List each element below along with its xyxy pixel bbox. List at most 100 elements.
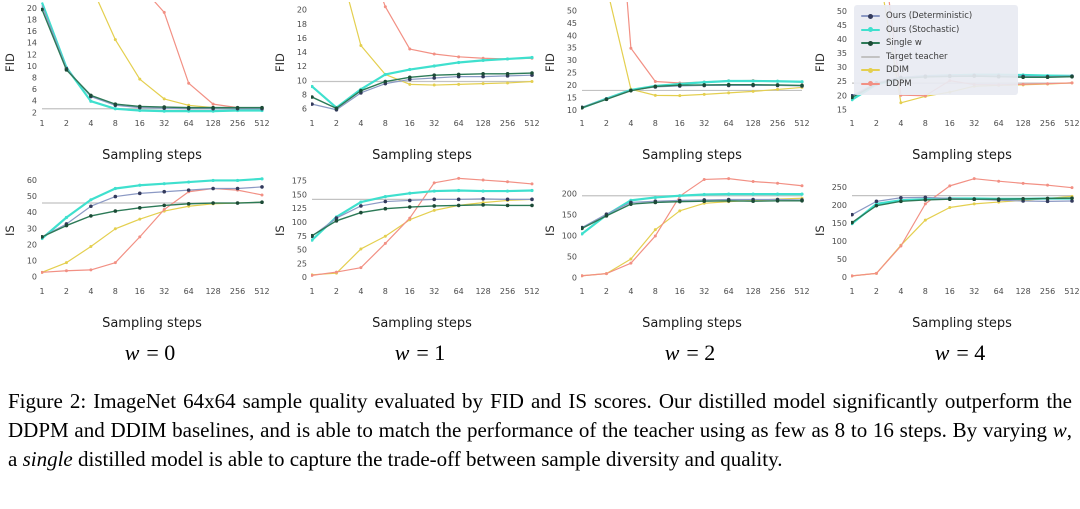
legend-item: Ours (Deterministic) bbox=[861, 11, 1011, 21]
svg-text:150: 150 bbox=[292, 190, 307, 199]
subplot-fid-w4: FID 15 20 25 30 35 40 45 50 1 2 4 8 16 32 64 128 256 512 … bbox=[810, 0, 1080, 168]
svg-text:100: 100 bbox=[292, 218, 307, 227]
svg-text:512: 512 bbox=[794, 287, 809, 296]
svg-text:4: 4 bbox=[898, 119, 903, 128]
y-axis-label: FID bbox=[3, 53, 17, 73]
svg-text:8: 8 bbox=[113, 287, 118, 296]
svg-text:512: 512 bbox=[254, 287, 269, 296]
svg-text:64: 64 bbox=[454, 119, 464, 128]
svg-text:512: 512 bbox=[1064, 119, 1079, 128]
svg-text:40: 40 bbox=[27, 208, 37, 217]
svg-text:16: 16 bbox=[135, 287, 145, 296]
legend-item: Target teacher bbox=[861, 52, 1011, 62]
svg-text:75: 75 bbox=[297, 232, 307, 241]
svg-text:8: 8 bbox=[32, 74, 37, 83]
svg-text:512: 512 bbox=[794, 119, 809, 128]
svg-text:100: 100 bbox=[562, 231, 577, 240]
svg-text:18: 18 bbox=[297, 20, 307, 29]
svg-text:2: 2 bbox=[64, 119, 69, 128]
svg-text:256: 256 bbox=[1040, 119, 1055, 128]
legend-label: Single w bbox=[886, 38, 922, 48]
svg-text:125: 125 bbox=[292, 204, 307, 213]
svg-text:14: 14 bbox=[27, 39, 37, 48]
svg-text:250: 250 bbox=[832, 183, 847, 192]
svg-text:2: 2 bbox=[32, 108, 37, 117]
svg-text:64: 64 bbox=[724, 119, 734, 128]
svg-text:175: 175 bbox=[292, 177, 307, 186]
svg-text:256: 256 bbox=[500, 287, 515, 296]
svg-text:64: 64 bbox=[454, 287, 464, 296]
svg-text:18: 18 bbox=[27, 15, 37, 24]
svg-text:30: 30 bbox=[567, 56, 577, 65]
svg-text:200: 200 bbox=[562, 190, 577, 199]
x-axis-label: Sampling steps bbox=[372, 316, 472, 331]
svg-text:8: 8 bbox=[923, 119, 928, 128]
svg-text:4: 4 bbox=[628, 119, 633, 128]
svg-text:200: 200 bbox=[832, 201, 847, 210]
svg-text:256: 256 bbox=[770, 287, 785, 296]
y-axis-label: FID bbox=[273, 53, 287, 73]
legend-label: DDPM bbox=[886, 78, 912, 89]
svg-text:15: 15 bbox=[567, 93, 577, 102]
svg-text:50: 50 bbox=[837, 255, 847, 264]
w-label-2: w = 2 bbox=[664, 340, 716, 365]
svg-text:16: 16 bbox=[945, 287, 955, 296]
svg-text:25: 25 bbox=[297, 259, 307, 268]
chart-fid-w2: 10 15 20 25 30 35 40 45 50 1 2 4 8 16 32 64 128 256 512 bbox=[567, 2, 810, 128]
svg-text:16: 16 bbox=[405, 119, 415, 128]
svg-text:128: 128 bbox=[205, 119, 220, 128]
svg-text:15: 15 bbox=[837, 105, 847, 114]
svg-text:32: 32 bbox=[429, 119, 439, 128]
legend-marker bbox=[868, 81, 873, 86]
svg-text:45: 45 bbox=[837, 21, 847, 30]
svg-text:10: 10 bbox=[27, 62, 37, 71]
legend-item: DDIM bbox=[861, 65, 1011, 75]
svg-text:8: 8 bbox=[113, 119, 118, 128]
y-axis-label: IS bbox=[813, 225, 827, 237]
svg-text:64: 64 bbox=[184, 119, 194, 128]
x-axis-label: Sampling steps bbox=[102, 148, 202, 163]
svg-text:12: 12 bbox=[297, 62, 307, 71]
svg-text:100: 100 bbox=[832, 237, 847, 246]
subplot-is-w2: IS 0 50 100 150 200 1 2 4 8 16 32 64 128 256 512 Sampl… bbox=[540, 168, 810, 336]
legend-label: Target teacher bbox=[886, 51, 948, 62]
svg-text:30: 30 bbox=[27, 224, 37, 233]
svg-text:30: 30 bbox=[837, 63, 847, 72]
svg-text:20: 20 bbox=[567, 81, 577, 90]
svg-text:16: 16 bbox=[27, 27, 37, 36]
legend-line-sample bbox=[861, 40, 880, 46]
svg-text:32: 32 bbox=[429, 287, 439, 296]
svg-text:256: 256 bbox=[230, 119, 245, 128]
svg-text:64: 64 bbox=[994, 119, 1004, 128]
svg-text:20: 20 bbox=[297, 6, 307, 15]
svg-text:0: 0 bbox=[572, 273, 577, 282]
svg-text:8: 8 bbox=[653, 119, 658, 128]
svg-text:1: 1 bbox=[39, 287, 44, 296]
svg-text:32: 32 bbox=[969, 119, 979, 128]
svg-text:0: 0 bbox=[842, 273, 847, 282]
svg-text:1: 1 bbox=[309, 119, 314, 128]
svg-text:150: 150 bbox=[562, 211, 577, 220]
svg-text:512: 512 bbox=[524, 287, 539, 296]
svg-text:2: 2 bbox=[64, 287, 69, 296]
svg-text:50: 50 bbox=[837, 7, 847, 16]
svg-text:10: 10 bbox=[297, 76, 307, 85]
svg-text:128: 128 bbox=[1015, 119, 1030, 128]
svg-text:2: 2 bbox=[874, 119, 879, 128]
svg-text:2: 2 bbox=[334, 119, 339, 128]
legend-line-sample bbox=[861, 27, 880, 32]
legend-label: Ours (Stochastic) bbox=[886, 24, 960, 35]
subplot-fid-w0: FID 2 4 6 8 10 12 14 16 18 20 1 2 4 8 16 32 64 128 256 512 … bbox=[0, 0, 270, 168]
legend-label: DDIM bbox=[886, 65, 909, 75]
svg-text:8: 8 bbox=[653, 287, 658, 296]
svg-text:128: 128 bbox=[1015, 287, 1030, 296]
legend-marker bbox=[868, 13, 873, 19]
svg-text:20: 20 bbox=[27, 240, 37, 249]
chart-is-w1: 0 25 50 75 100 125 150 175 1 2 4 8 16 32 64 128 256 512 bbox=[292, 177, 540, 296]
svg-text:8: 8 bbox=[383, 287, 388, 296]
svg-text:50: 50 bbox=[297, 246, 307, 255]
svg-text:50: 50 bbox=[27, 192, 37, 201]
subplot-is-w4: IS 0 50 100 150 200 250 1 2 4 8 16 32 64 128 256 512 Sa… bbox=[810, 168, 1080, 336]
